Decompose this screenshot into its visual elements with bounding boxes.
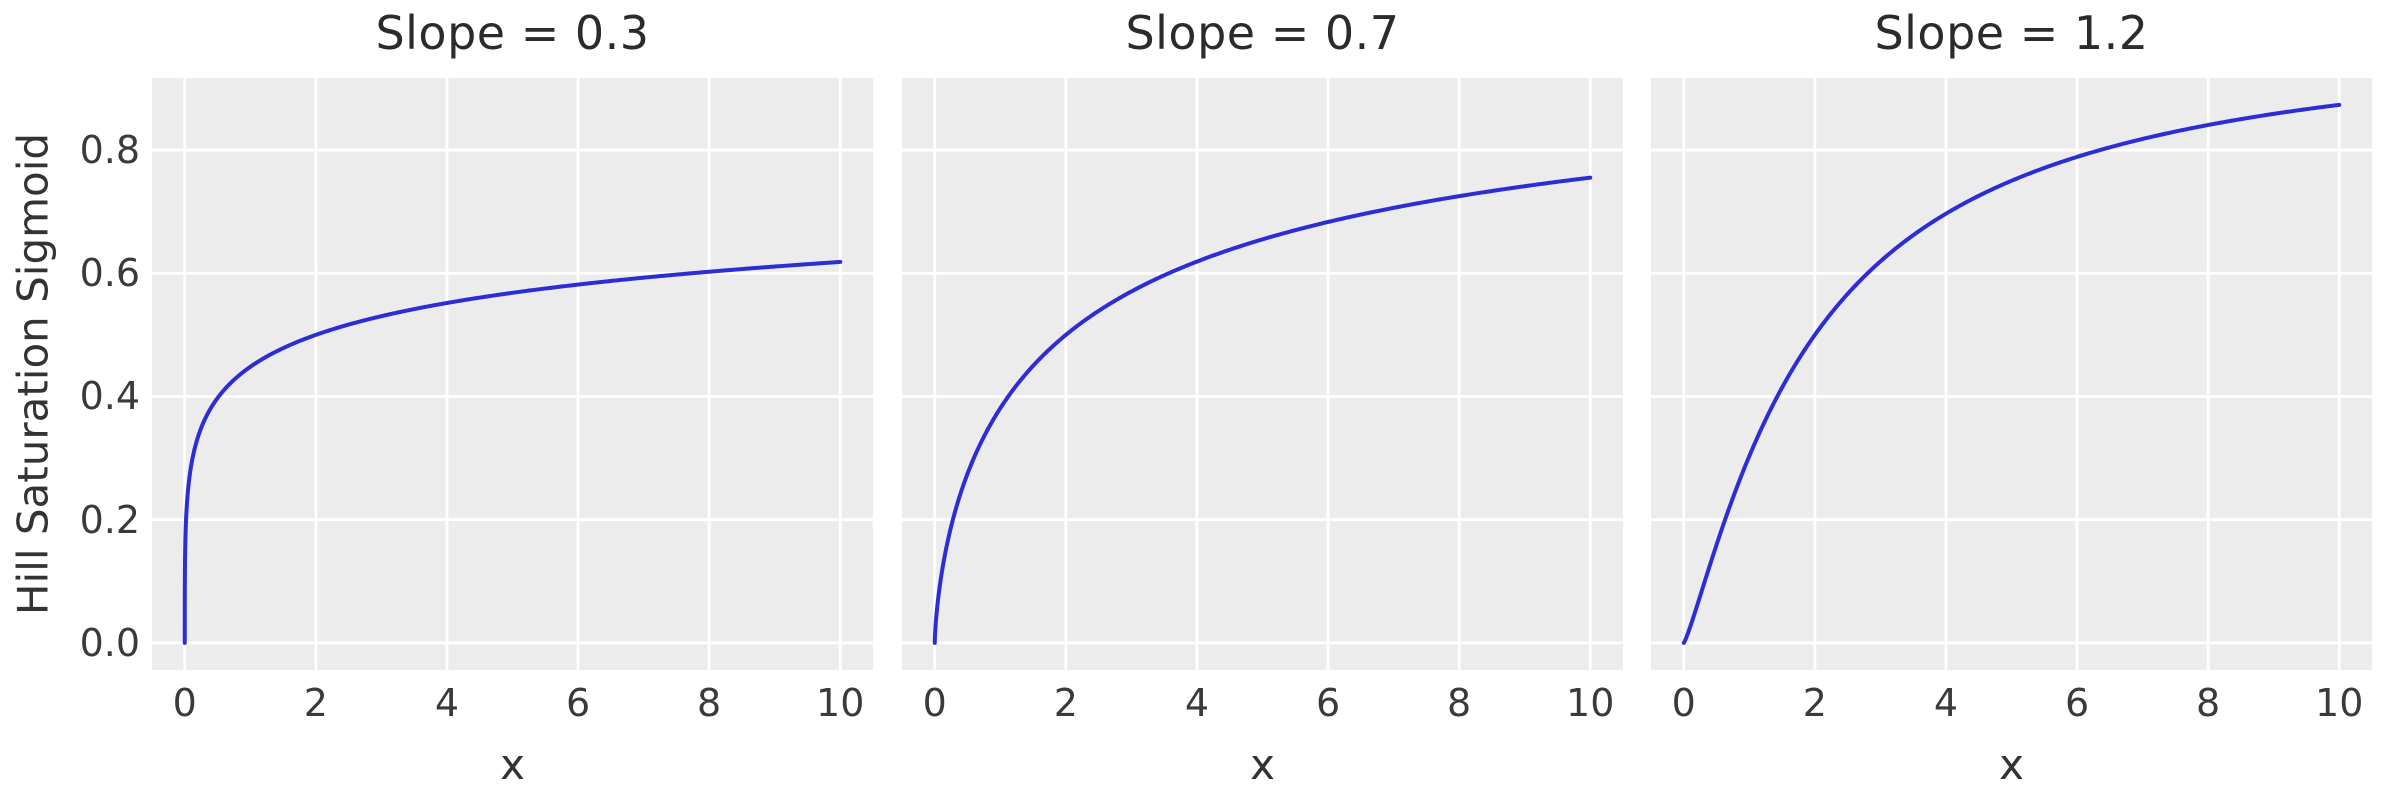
x-tick-label: 6 — [565, 681, 591, 725]
line-chart-svg — [902, 78, 1623, 670]
x-tick-label: 0 — [1671, 681, 1696, 725]
panel-1-x-axis-label: x — [500, 740, 525, 789]
x-tick-label: 2 — [303, 681, 328, 725]
panel-2-x-axis-label: x — [1250, 740, 1275, 789]
x-tick-label: 8 — [697, 681, 722, 725]
x-tick-label: 4 — [1184, 681, 1210, 725]
x-tick-label: 10 — [1566, 681, 1615, 725]
panel-2-title: Slope = 0.7 — [1125, 6, 1400, 60]
x-tick-label: 2 — [1053, 681, 1078, 725]
x-tick-label: 4 — [434, 681, 460, 725]
x-tick-label: 2 — [1802, 681, 1827, 725]
panel-3-plot-area — [1651, 78, 2372, 670]
x-tick-label: 8 — [1447, 681, 1472, 725]
x-tick-label: 4 — [1933, 681, 1959, 725]
hill-curve-line — [932, 175, 1593, 645]
x-tick-label: 0 — [922, 681, 947, 725]
x-tick-label: 0 — [172, 681, 197, 725]
y-tick-label: 0.6 — [79, 251, 140, 296]
x-tick-label: 8 — [2196, 681, 2221, 725]
x-tick-label: 6 — [1315, 681, 1341, 725]
line-chart-svg — [152, 78, 873, 670]
y-tick-label: 0.4 — [79, 374, 140, 419]
y-tick-label: 0.2 — [79, 497, 140, 542]
y-tick-label: 0.8 — [79, 128, 140, 173]
x-tick-label: 10 — [2315, 681, 2364, 725]
y-tick-label: 0.0 — [79, 620, 140, 665]
panel-3-title: Slope = 1.2 — [1874, 6, 2149, 60]
line-chart-svg — [1651, 78, 2372, 670]
panel-1-plot-area — [152, 78, 873, 670]
hill-curve-line — [182, 259, 843, 645]
hill-curve-line — [1681, 102, 2342, 645]
panel-1-title: Slope = 0.3 — [375, 6, 650, 60]
panel-3-x-axis-label: x — [1999, 740, 2024, 789]
x-tick-label: 10 — [816, 681, 865, 725]
x-tick-label: 6 — [2064, 681, 2090, 725]
panel-2-plot-area — [902, 78, 1623, 670]
